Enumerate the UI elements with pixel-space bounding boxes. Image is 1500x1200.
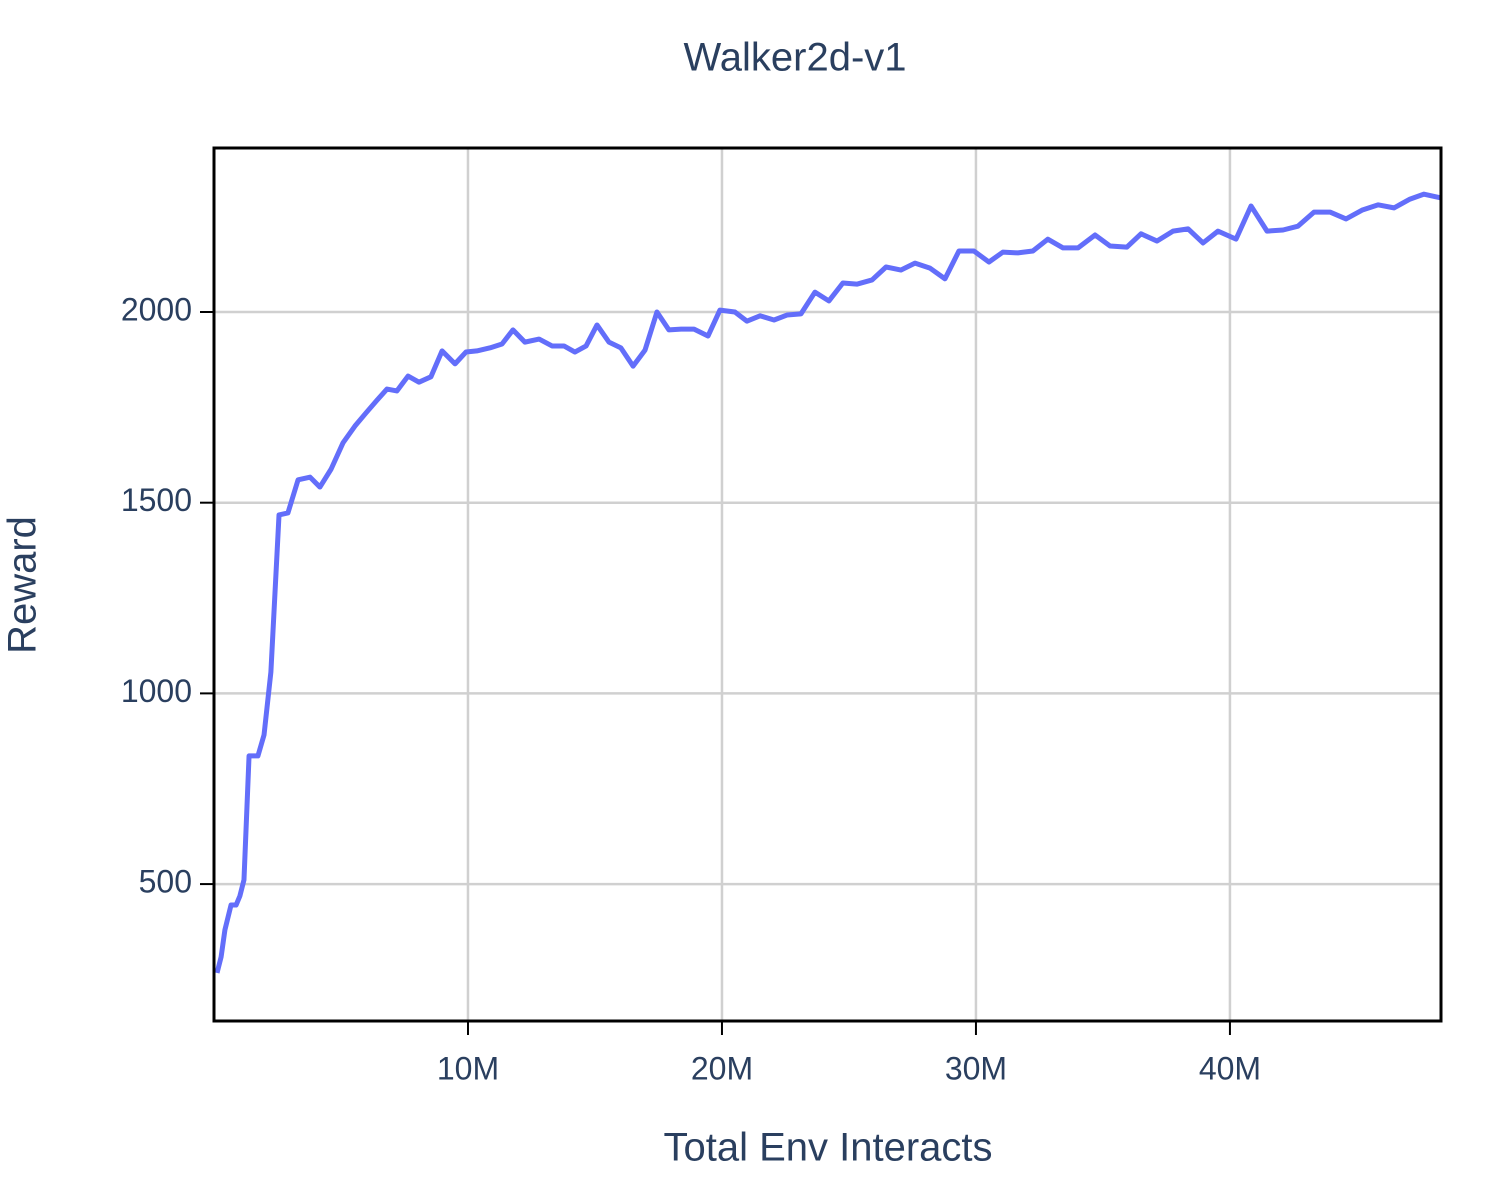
y-tick-label: 500 bbox=[139, 864, 192, 900]
line bbox=[214, 191, 1442, 974]
plot-frame bbox=[212, 146, 1443, 1023]
x-tick-label: 10M bbox=[437, 1050, 499, 1086]
marks bbox=[214, 191, 1442, 974]
y-tick-label: 2000 bbox=[121, 291, 192, 327]
x-tick-label: 20M bbox=[691, 1050, 753, 1086]
grid: 500 1000 1500 2000 10M 20M 30M 40M bbox=[121, 148, 1441, 1086]
x-axis-title: Total Env Interacts bbox=[663, 1126, 992, 1170]
x-tick-label: 30M bbox=[945, 1050, 1007, 1086]
y-tick-label: 1000 bbox=[121, 673, 192, 709]
y-axis-title: Reward bbox=[1, 516, 45, 654]
y-tick-label: 1500 bbox=[121, 482, 192, 518]
x-tick-label: 40M bbox=[1199, 1050, 1261, 1086]
chart-title: Walker2d-v1 bbox=[683, 36, 906, 80]
